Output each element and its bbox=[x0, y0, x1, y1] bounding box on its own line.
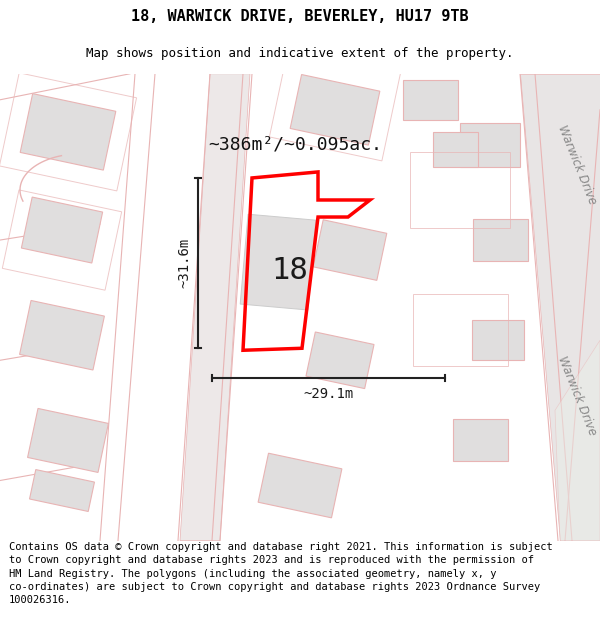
Text: Map shows position and indicative extent of the property.: Map shows position and indicative extent… bbox=[86, 47, 514, 59]
Polygon shape bbox=[240, 214, 316, 310]
Polygon shape bbox=[460, 123, 520, 167]
Text: 18: 18 bbox=[272, 256, 308, 284]
Text: Contains OS data © Crown copyright and database right 2021. This information is : Contains OS data © Crown copyright and d… bbox=[9, 542, 553, 605]
Polygon shape bbox=[22, 197, 103, 263]
Text: Warwick Drive: Warwick Drive bbox=[555, 123, 599, 206]
Polygon shape bbox=[20, 301, 104, 370]
Polygon shape bbox=[28, 409, 109, 472]
Text: 18, WARWICK DRIVE, BEVERLEY, HU17 9TB: 18, WARWICK DRIVE, BEVERLEY, HU17 9TB bbox=[131, 9, 469, 24]
Polygon shape bbox=[258, 453, 342, 518]
Polygon shape bbox=[306, 332, 374, 389]
Polygon shape bbox=[20, 94, 116, 170]
Polygon shape bbox=[472, 320, 524, 360]
Polygon shape bbox=[433, 132, 478, 168]
Polygon shape bbox=[452, 419, 508, 461]
Polygon shape bbox=[29, 469, 94, 511]
Polygon shape bbox=[520, 74, 600, 541]
Polygon shape bbox=[555, 340, 600, 541]
Polygon shape bbox=[403, 80, 458, 120]
Polygon shape bbox=[473, 219, 527, 261]
Text: ~29.1m: ~29.1m bbox=[304, 388, 353, 401]
Text: ~31.6m: ~31.6m bbox=[177, 238, 191, 288]
Polygon shape bbox=[313, 220, 387, 281]
Text: Warwick Drive: Warwick Drive bbox=[555, 354, 599, 437]
Polygon shape bbox=[290, 74, 380, 145]
Text: ~386m²/~0.095ac.: ~386m²/~0.095ac. bbox=[208, 136, 382, 154]
Polygon shape bbox=[180, 74, 250, 541]
